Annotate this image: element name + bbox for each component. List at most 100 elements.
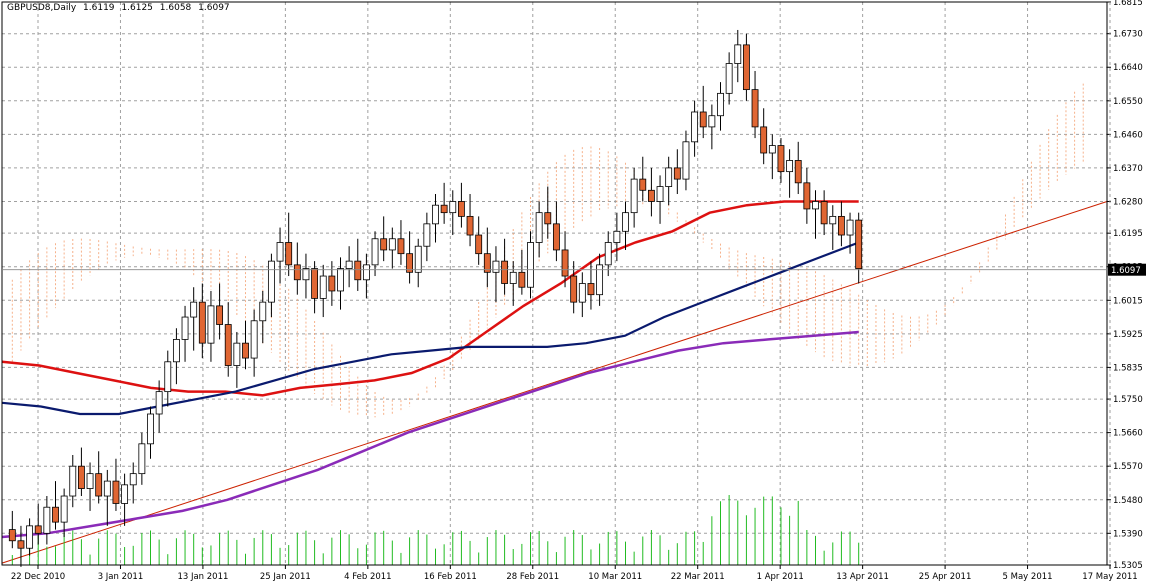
y-tick-label: 1.6815	[1113, 0, 1143, 8]
candle-body	[86, 473, 94, 489]
candle-body	[95, 473, 103, 497]
candle-body	[285, 242, 293, 266]
candle-body	[77, 465, 85, 489]
candle-body	[380, 238, 388, 251]
ohlc-open: 1.6119	[83, 3, 115, 13]
y-tick-label: 1.5835	[1113, 363, 1143, 373]
candle-body	[242, 342, 249, 359]
x-tick-label: 25 Apr 2011	[919, 572, 972, 582]
candle-body	[26, 525, 34, 549]
candle-body	[777, 145, 785, 173]
candle-body	[337, 268, 344, 292]
candle-body	[639, 178, 647, 191]
y-tick-label: 1.6640	[1113, 63, 1143, 73]
x-tick-label: 13 Apr 2011	[836, 572, 889, 582]
candle-body	[414, 245, 422, 273]
candle-body	[527, 242, 534, 288]
candle-body	[423, 223, 431, 247]
candle-body	[362, 264, 370, 281]
candle-body	[578, 283, 586, 303]
candle-body	[630, 178, 638, 214]
candle-body	[60, 495, 68, 523]
candle-body	[604, 242, 612, 266]
x-tick-label: 4 Feb 2011	[344, 572, 392, 582]
candle-body	[656, 186, 664, 202]
candle-body	[552, 223, 560, 251]
candle-body	[354, 260, 362, 281]
y-tick-label: 1.5390	[1113, 529, 1143, 539]
candle-body	[760, 126, 768, 154]
candle-body	[535, 212, 543, 243]
x-tick-label: 13 Jan 2011	[177, 572, 228, 582]
candle-body	[8, 529, 16, 542]
x-tick-label: 1 Apr 2011	[757, 572, 804, 582]
candle-body	[699, 111, 707, 128]
candle-body	[829, 215, 837, 225]
y-tick-label: 1.6195	[1113, 229, 1143, 239]
candle-body	[406, 253, 414, 273]
symbol-label: GBPUSD8,Daily	[7, 3, 77, 13]
y-tick-label: 1.6730	[1113, 30, 1143, 40]
y-tick-label: 1.5480	[1113, 496, 1143, 506]
candle-body	[518, 271, 526, 288]
moving-average-line	[1, 330, 859, 539]
candle-body	[224, 324, 232, 366]
candle-body	[544, 212, 552, 225]
candle-body	[751, 89, 759, 128]
trendline	[1, 200, 1108, 564]
candle-body	[397, 238, 405, 255]
candle-body	[388, 238, 396, 251]
y-tick-label: 1.6550	[1113, 97, 1143, 107]
candle-body	[267, 260, 275, 303]
candle-body	[250, 320, 258, 359]
candle-body	[509, 271, 517, 284]
candle-body	[725, 63, 733, 94]
candle-body	[190, 301, 198, 318]
candle-body	[112, 480, 120, 504]
candle-body	[328, 275, 336, 292]
candle-body	[449, 201, 457, 214]
candle-body	[432, 204, 439, 225]
candle-body	[466, 215, 474, 236]
candle-body	[812, 201, 819, 210]
candle-body	[129, 473, 137, 486]
candle-body	[181, 316, 189, 340]
candle-body	[17, 540, 25, 549]
candle-body	[596, 264, 604, 296]
current-price-marker	[1108, 263, 1146, 276]
candle-body	[259, 301, 267, 322]
x-tick-label: 17 May 2011	[1082, 572, 1137, 582]
y-tick-label: 1.5750	[1113, 395, 1143, 405]
x-tick-label: 10 Mar 2011	[588, 572, 642, 582]
candle-body	[682, 141, 690, 180]
current-price-label: 1.6097	[1111, 266, 1141, 276]
y-tick-label: 1.6280	[1113, 197, 1143, 207]
candle-body	[673, 167, 681, 180]
candle-body	[319, 275, 327, 299]
candle-body	[587, 283, 595, 296]
y-tick-label: 1.6015	[1113, 296, 1143, 306]
x-tick-label: 28 Feb 2011	[506, 572, 559, 582]
candle-body	[742, 44, 750, 91]
candle-body	[207, 305, 215, 344]
candle-body	[734, 44, 742, 64]
candle-body	[164, 361, 172, 393]
y-tick-label: 1.5570	[1113, 462, 1143, 472]
candle-body	[708, 115, 716, 128]
candle-body	[34, 525, 42, 534]
x-tick-label: 16 Feb 2011	[424, 572, 477, 582]
ohlc-high: 1.6125	[121, 3, 153, 13]
y-tick-label: 1.5660	[1113, 429, 1143, 439]
candle-body	[803, 182, 811, 210]
x-tick-label: 22 Dec 2010	[11, 572, 65, 582]
candle-body	[155, 391, 163, 415]
candle-body	[69, 465, 77, 497]
candle-body	[103, 480, 111, 497]
moving-average-line	[1, 241, 860, 416]
candle-body	[311, 268, 319, 299]
candle-body	[198, 301, 206, 344]
candle-body	[691, 111, 699, 143]
ohlc-low: 1.6058	[159, 3, 192, 13]
